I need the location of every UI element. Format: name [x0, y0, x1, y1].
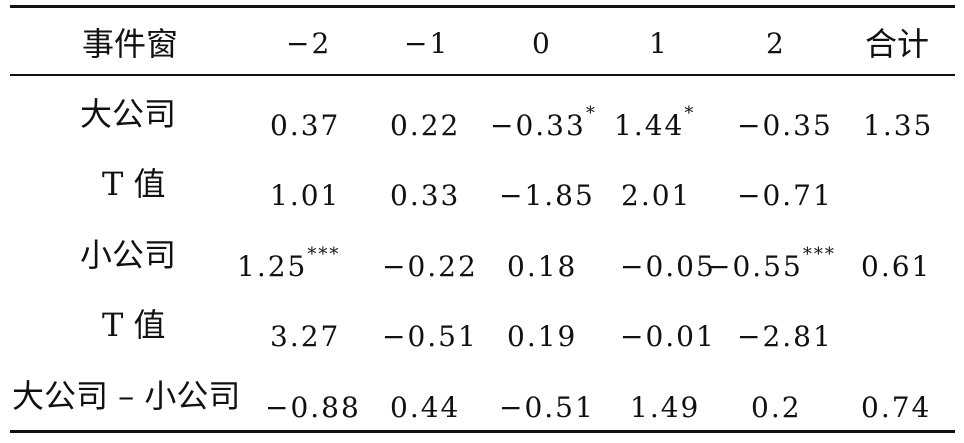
table-cell: −0.01 [620, 320, 716, 353]
table-row: 大公司 0.37 0.22 −0.33* 1.44* −0.35 1.35 [0, 84, 964, 144]
table-cell: 1.44* [614, 103, 696, 142]
table-cell: −0.71 [737, 179, 833, 212]
table-row: 小公司 1.25*** −0.22 0.18 −0.05 −0.55*** 0.… [0, 225, 964, 285]
table-cell: 0.74 [861, 391, 932, 424]
table-cell: 0.19 [507, 320, 578, 353]
table-cell: −0.22 [382, 250, 478, 283]
row-label: 大公司 – 小公司 [12, 377, 241, 415]
header-event-window: 事件窗 [82, 25, 179, 63]
table-row: T 值 1.01 0.33 −1.85 2.01 −0.71 [0, 154, 964, 214]
table-cell: −0.35 [737, 109, 833, 142]
header-col-2: 2 [766, 27, 786, 60]
header-col-minus1: −1 [404, 27, 450, 60]
table-cell: −1.85 [499, 179, 595, 212]
row-label: T 值 [102, 306, 166, 344]
table-cell: 0.2 [751, 391, 802, 424]
table-cell: −0.55*** [707, 244, 836, 283]
row-label: T 值 [102, 165, 166, 203]
table-cell: −2.81 [737, 320, 833, 353]
table-top-rule [10, 5, 955, 8]
table-row: T 值 3.27 −0.51 0.19 −0.01 −2.81 [0, 295, 964, 355]
table-cell: −0.05 [620, 250, 716, 283]
header-total: 合计 [865, 25, 930, 63]
table-cell: 0.33 [390, 179, 461, 212]
table-cell: 0.22 [390, 109, 461, 142]
table-cell: 0.18 [507, 250, 578, 283]
table-cell: 0.61 [861, 250, 932, 283]
table-bottom-rule [10, 430, 955, 433]
header-col-minus2: −2 [286, 27, 332, 60]
table-cell: 2.01 [621, 179, 692, 212]
row-label: 大公司 [80, 95, 177, 133]
table-cell: −0.33* [490, 103, 597, 142]
header-col-0: 0 [532, 27, 552, 60]
table-cell: 3.27 [270, 320, 341, 353]
table-cell: 1.01 [270, 179, 341, 212]
table-cell: −0.88 [265, 391, 361, 424]
table-cell: 1.25*** [237, 244, 341, 283]
table-header-row: 事件窗 −2 −1 0 1 2 合计 [0, 14, 964, 74]
table-cell: 0.37 [270, 109, 341, 142]
table-cell: 0.44 [390, 391, 461, 424]
table-cell: 1.49 [630, 391, 701, 424]
table-cell: −0.51 [499, 391, 595, 424]
table-header-rule [10, 74, 955, 76]
table-row: 大公司 – 小公司 −0.88 0.44 −0.51 1.49 0.2 0.74 [0, 366, 964, 426]
row-label: 小公司 [80, 236, 177, 274]
header-col-1: 1 [649, 27, 669, 60]
table-cell: −0.51 [382, 320, 478, 353]
table-cell: 1.35 [863, 109, 934, 142]
